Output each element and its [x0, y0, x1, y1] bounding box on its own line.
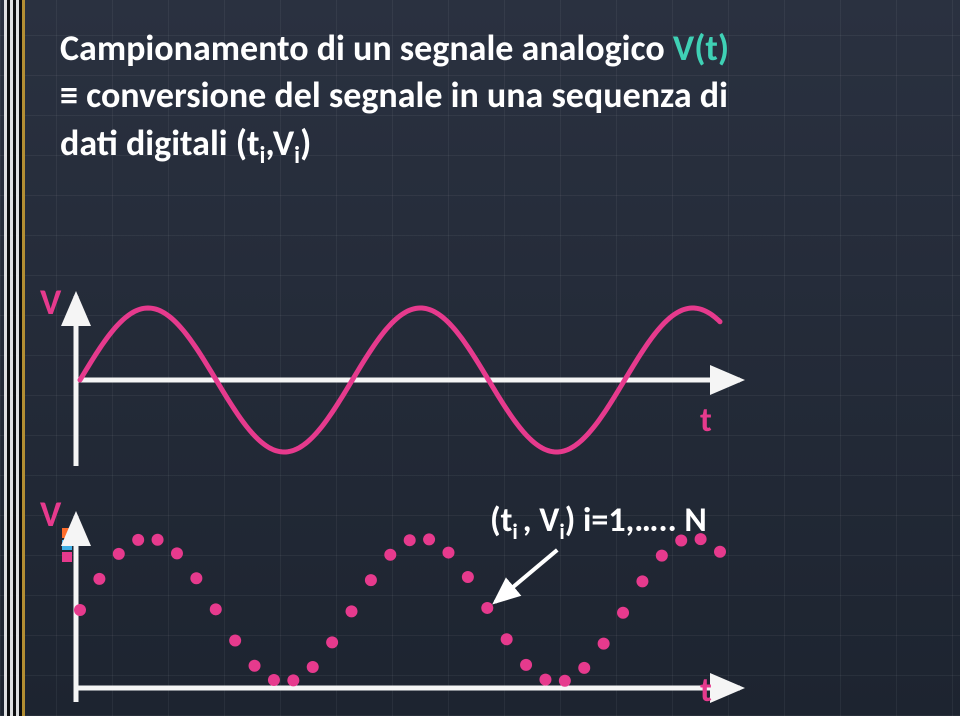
title-line-2: ≡ conversione del segnale in una sequenz…	[60, 75, 900, 116]
side-stripes	[0, 0, 30, 716]
chart1-x-label: t	[700, 400, 712, 441]
analog-signal-chart	[60, 290, 750, 470]
chart2-x-label: t	[700, 670, 712, 711]
chart2-y-label: V	[40, 492, 61, 536]
title-accent: V(t)	[673, 26, 729, 70]
title-line-1: Campionamento di un segnale analogico V(…	[60, 28, 900, 69]
title-line-3: dati digitali (ti,Vi)	[60, 123, 900, 170]
title-plain: Campionamento di un segnale analogico	[60, 26, 673, 70]
title-block: Campionamento di un segnale analogico V(…	[60, 28, 900, 170]
sample-formula: (ti , Vi) i=1,….. N	[490, 500, 707, 545]
chart1-y-label: V	[40, 280, 61, 324]
